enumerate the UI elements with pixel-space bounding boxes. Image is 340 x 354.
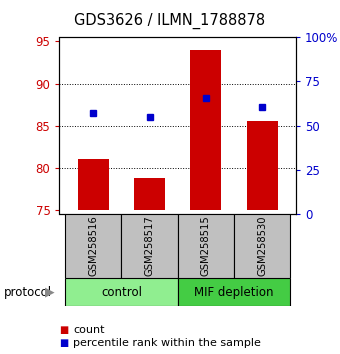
Text: protocol: protocol (3, 286, 52, 298)
Bar (78, 159, 109, 210)
Bar (177, 278, 290, 306)
Bar (65, 278, 177, 306)
Text: GSM258517: GSM258517 (144, 216, 154, 276)
Text: ▶: ▶ (45, 286, 54, 298)
Bar (121, 214, 177, 278)
Text: GSM258530: GSM258530 (257, 216, 267, 276)
Bar (177, 214, 234, 278)
Bar (134, 178, 165, 210)
Bar (65, 214, 121, 278)
Bar (246, 121, 277, 210)
Bar (190, 50, 221, 210)
Text: GSM258516: GSM258516 (88, 216, 98, 276)
Text: GDS3626 / ILMN_1788878: GDS3626 / ILMN_1788878 (74, 12, 266, 29)
Bar (234, 214, 290, 278)
Text: control: control (101, 286, 142, 298)
Text: ■: ■ (59, 325, 69, 335)
Text: MIF depletion: MIF depletion (194, 286, 274, 298)
Text: percentile rank within the sample: percentile rank within the sample (73, 338, 261, 348)
Text: ■: ■ (59, 338, 69, 348)
Text: count: count (73, 325, 105, 335)
Text: GSM258515: GSM258515 (201, 216, 211, 276)
